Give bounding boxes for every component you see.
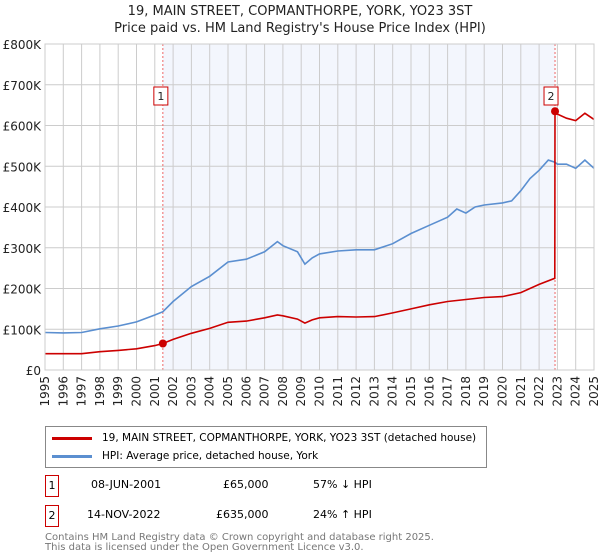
price-chart: £0 £100K £200K £300K £400K £500K £600K £700K £80… bbox=[3, 38, 600, 407]
x-tick-label: 2009 bbox=[294, 376, 308, 407]
y-tick-label: £500K bbox=[3, 160, 43, 174]
y-tick-label: £700K bbox=[3, 79, 43, 93]
x-tick-label: 2000 bbox=[130, 376, 144, 407]
x-tick-label: 2016 bbox=[422, 376, 436, 407]
legend-item-hpi: HPI: Average price, detached house, York bbox=[46, 447, 318, 465]
x-tick-label: 2011 bbox=[331, 376, 345, 407]
y-tick-label: £300K bbox=[3, 242, 43, 256]
footer-copyright: Contains HM Land Registry data © Crown c… bbox=[45, 532, 434, 543]
plot-border bbox=[44, 43, 595, 371]
sale-point bbox=[158, 339, 167, 348]
x-tick-label: 2004 bbox=[203, 376, 217, 407]
legend-swatch bbox=[52, 454, 92, 458]
legend-label: HPI: Average price, detached house, York bbox=[102, 450, 319, 462]
chart-title: 19, MAIN STREET, COPMANTHORPE, YORK, YO2… bbox=[127, 4, 473, 19]
transaction-price: £635,000 bbox=[216, 508, 269, 521]
x-tick-label: 2018 bbox=[459, 376, 473, 407]
x-tick-label: 2023 bbox=[550, 376, 564, 407]
x-tick-label: 2025 bbox=[587, 376, 600, 407]
x-tick-label: 2007 bbox=[258, 376, 272, 407]
x-tick-label: 1995 bbox=[38, 376, 52, 407]
x-tick-label: 1997 bbox=[75, 376, 89, 407]
x-tick-label: 2006 bbox=[239, 376, 253, 407]
x-tick-label: 2002 bbox=[166, 376, 180, 407]
sale-annotation-label: 2 bbox=[548, 90, 555, 103]
x-tick-label: 2012 bbox=[349, 376, 363, 407]
x-tick-label: 2005 bbox=[221, 376, 235, 407]
y-tick-label: £100K bbox=[3, 323, 43, 337]
x-tick-label: 1998 bbox=[93, 376, 107, 407]
x-tick-label: 1999 bbox=[111, 376, 125, 407]
transaction-badge: 1 bbox=[45, 475, 59, 497]
transaction-date: 08-JUN-2001 bbox=[91, 478, 162, 491]
x-tick-label: 2014 bbox=[386, 376, 400, 407]
sale-point bbox=[551, 107, 560, 116]
x-tick-label: 2010 bbox=[313, 376, 327, 407]
hpi-line bbox=[44, 159, 595, 334]
footer: Contains HM Land Registry data © Crown c… bbox=[45, 533, 434, 553]
x-tick-label: 2024 bbox=[569, 376, 583, 407]
legend-item-property: 19, MAIN STREET, COPMANTHORPE, YORK, YO2… bbox=[46, 429, 476, 447]
sale-annotation-box bbox=[543, 86, 559, 106]
legend-label: 19, MAIN STREET, COPMANTHORPE, YORK, YO2… bbox=[102, 432, 477, 444]
x-tick-label: 1996 bbox=[56, 376, 70, 407]
x-tick-label: 2013 bbox=[367, 376, 381, 407]
chart-subtitle: Price paid vs. HM Land Registry's House … bbox=[114, 21, 486, 36]
y-tick-label: £600K bbox=[3, 120, 43, 134]
transaction-hpi: 24% ↑ HPI bbox=[313, 508, 372, 521]
x-tick-label: 2020 bbox=[496, 376, 510, 407]
x-tick-label: 2003 bbox=[184, 376, 198, 407]
legend-swatch bbox=[52, 436, 92, 440]
x-tick-label: 2015 bbox=[404, 376, 418, 407]
sale-annotation-label: 1 bbox=[157, 90, 164, 103]
footer-licence: This data is licensed under the Open Gov… bbox=[45, 542, 364, 553]
y-tick-label: £800K bbox=[3, 38, 43, 52]
transaction-hpi: 57% ↓ HPI bbox=[313, 478, 372, 491]
x-tick-label: 2022 bbox=[532, 376, 546, 407]
x-tick-label: 2017 bbox=[441, 376, 455, 407]
x-tick-label: 2001 bbox=[148, 376, 162, 407]
property-price-line bbox=[45, 108, 595, 355]
transaction-row: 1 08-JUN-2001 £65,000 57% ↓ HPI bbox=[45, 475, 445, 497]
transaction-date: 14-NOV-2022 bbox=[87, 508, 161, 521]
transaction-badge: 2 bbox=[45, 505, 59, 527]
transaction-price: £65,000 bbox=[223, 478, 269, 491]
x-tick-label: 2019 bbox=[477, 376, 491, 407]
legend: 19, MAIN STREET, COPMANTHORPE, YORK, YO2… bbox=[45, 426, 487, 468]
y-tick-label: £0 bbox=[26, 364, 41, 378]
y-tick-label: £400K bbox=[3, 201, 43, 215]
x-tick-label: 2021 bbox=[514, 376, 528, 407]
y-tick-label: £200K bbox=[3, 283, 43, 297]
transaction-row: 2 14-NOV-2022 £635,000 24% ↑ HPI bbox=[45, 505, 445, 527]
sale-annotation-box bbox=[153, 86, 169, 106]
x-tick-label: 2008 bbox=[276, 376, 290, 407]
